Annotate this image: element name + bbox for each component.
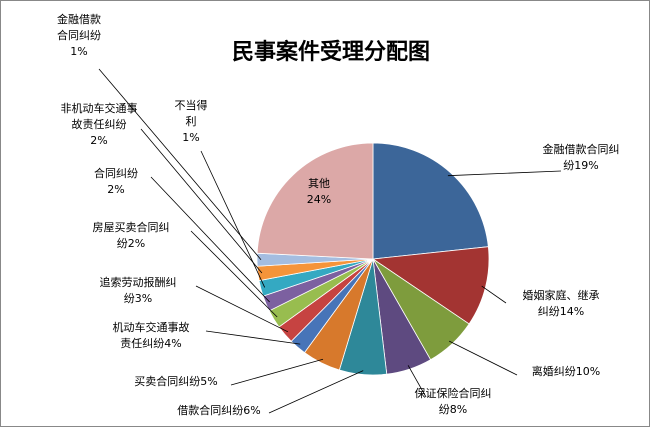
slice-label-13: 金融借款合同纠纷 1% [57,12,101,58]
slice-label-12: 非机动车交通事故责任纠纷 2% [61,101,138,147]
slice-label-14: 其他 24% [307,177,331,206]
leader-line-7 [205,330,301,345]
slice-label-4: 保证保险合同纠纷8% [415,386,492,416]
pie-slice-14 [256,142,374,260]
pie-slice-1 [372,142,489,260]
slice-label-3: 离婚纠纷10% [532,364,600,378]
slice-label-11: 不当得利 1% [175,98,208,144]
leader-line-9 [190,230,278,318]
slice-label-7: 机动车交通事故责任纠纷4% [113,320,190,350]
slice-label-6: 买卖合同纠纷5% [134,374,217,388]
chart-title: 民事案件受理分配图 [232,39,430,65]
leader-line-13 [98,68,262,260]
leader-line-2 [481,285,507,304]
slice-label-5: 借款合同纠纷6% [177,403,260,417]
slice-label-10: 合同纠纷 2% [94,166,138,196]
leader-line-6 [230,358,324,386]
slice-label-1: 金融借款合同纠纷19% [543,142,620,172]
leader-line-3 [449,340,518,376]
leader-line-5 [268,370,364,414]
leader-line-4 [407,365,427,398]
slice-label-2: 婚姻家庭、继承纠纷14% [523,288,600,318]
leader-line-1 [447,170,562,177]
slice-label-8: 追索劳动报酬纠纷3% [100,275,177,305]
slice-label-9: 房屋买卖合同纠纷2% [93,220,170,250]
leader-line-12 [140,128,263,274]
leader-line-8 [195,285,289,333]
leader-line-10 [150,176,270,303]
leader-line-11 [200,150,266,288]
pie-slice-2 [371,246,490,325]
